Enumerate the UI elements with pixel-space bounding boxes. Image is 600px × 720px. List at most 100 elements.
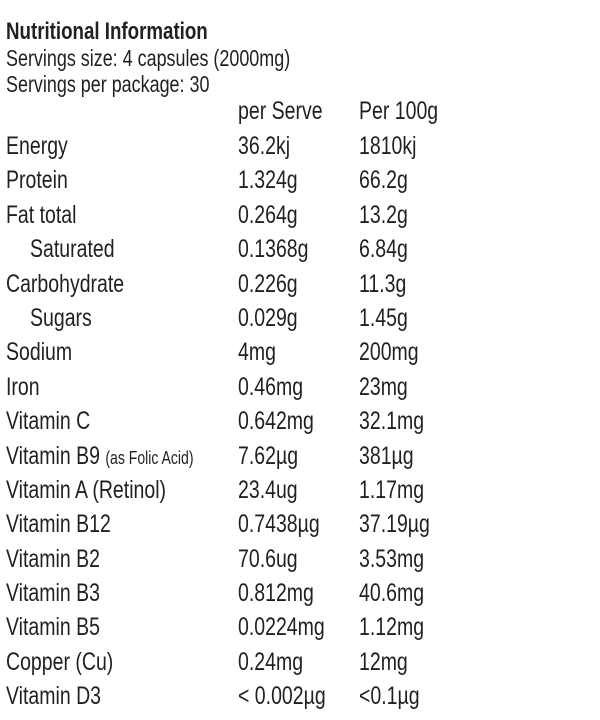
per-100g-value-text: 6.84g	[359, 235, 408, 264]
nutrient-name-text: Vitamin C	[6, 407, 91, 436]
per-100g-value: 11.3g	[359, 267, 420, 301]
nutrient-name-wrap: Protein	[6, 163, 68, 197]
per-serve-value-text: 0.642mg	[238, 407, 314, 436]
per-serve-value: 7.62µg	[238, 439, 315, 473]
nutrient-name-text: Energy	[6, 132, 68, 160]
per-100g-value-text: 23mg	[359, 372, 408, 401]
table-row: Vitamin B3 0.812mg 40.6mg	[0, 576, 600, 610]
per-serve-value: 70.6ug	[238, 542, 314, 576]
nutrient-name-text: Sugars	[30, 303, 92, 332]
per-serve-value-text: 23.4ug	[238, 475, 298, 504]
per-serve-value: 4mg	[238, 335, 287, 369]
nutrient-name-text: Vitamin B3	[6, 579, 100, 608]
nutrient-name-text: Vitamin B9	[6, 441, 100, 470]
nutrient-name-wrap: Vitamin A (Retinol)	[6, 473, 166, 507]
per-100g-value-text: 1.45g	[359, 303, 408, 332]
per-100g-value: 32.1mg	[359, 404, 442, 438]
per-100g-value: <0.1µg	[359, 679, 437, 713]
per-100g-value: 3.53mg	[359, 542, 442, 576]
per-100g-value-text: <0.1µg	[359, 682, 420, 711]
per-100g-value-text: 11.3g	[359, 269, 407, 298]
per-100g-value: 1.45g	[359, 301, 422, 335]
per-100g-value: 23mg	[359, 370, 422, 404]
per-serve-value: 0.029g	[238, 301, 314, 335]
nutrient-note: (as Folic Acid)	[105, 447, 194, 468]
nutrient-name: Energy	[6, 129, 85, 163]
column-header-per-100g: Per 100g	[359, 97, 460, 125]
per-100g-value: 12mg	[359, 645, 422, 679]
table-row: Vitamin C 0.642mg 32.1mg	[0, 404, 600, 438]
panel-title: Nutritional Information	[6, 19, 265, 45]
per-serve-value-text: 4mg	[238, 338, 276, 367]
nutrient-name: Protein	[6, 163, 85, 197]
nutrient-name-wrap: Sodium	[6, 335, 72, 369]
column-header-per-serve: per Serve	[238, 97, 346, 125]
table-row: Sugars 0.029g 1.45g	[0, 301, 600, 335]
table-row: Vitamin B12 0.7438µg 37.19µg	[0, 507, 600, 541]
per-serve-value: 0.264g	[238, 198, 314, 232]
nutrient-name-text: Carbohydrate	[6, 269, 125, 298]
per-serve-value-text: 0.226g	[238, 269, 298, 298]
per-serve-value: 36.2kj	[238, 129, 305, 163]
nutrient-name-wrap: Fat total	[6, 198, 76, 232]
nutrient-name-text: Fat total	[6, 200, 77, 229]
per-serve-value-text: < 0.002µg	[238, 682, 326, 711]
table-row: Carbohydrate 0.226g 11.3g	[0, 267, 600, 301]
nutrition-table: Energy 36.2kj 1810kj Protein 1.324g 66.2g Fat …	[0, 129, 600, 714]
per-serve-value: 1.324g	[238, 163, 314, 197]
nutrient-name: Vitamin B2	[6, 542, 126, 576]
per-100g-value-text: 381µg	[359, 441, 414, 470]
nutrient-name: Vitamin D3	[6, 679, 128, 713]
per-serve-value: 0.7438µg	[238, 507, 343, 541]
nutrient-name: Vitamin C	[6, 404, 114, 438]
per-100g-value: 40.6mg	[359, 576, 442, 610]
per-100g-value: 1810kj	[359, 129, 433, 163]
nutrient-name-text: Vitamin B12	[6, 510, 111, 539]
serving-size: Servings size: 4 capsules (2000mg)	[6, 46, 370, 70]
nutrient-name: Vitamin B3	[6, 576, 126, 610]
per-serve-value: 23.4ug	[238, 473, 314, 507]
per-serve-value-text: 0.24mg	[238, 647, 304, 676]
per-serve-value: 0.642mg	[238, 404, 335, 438]
nutrient-name-wrap: Vitamin B12	[6, 507, 111, 541]
nutrient-name: Sodium	[6, 335, 91, 369]
per-serve-value: < 0.002µg	[238, 679, 350, 713]
per-serve-value-text: 0.0224mg	[238, 613, 325, 642]
nutrient-name-text: Copper (Cu)	[6, 647, 114, 676]
per-100g-value-text: 66.2g	[359, 166, 408, 195]
nutrient-name-wrap: Sugars	[30, 301, 92, 335]
nutrient-name-text: Saturated	[30, 235, 115, 264]
nutrient-name: Fat total	[6, 198, 96, 232]
table-row: Vitamin B9 (as Folic Acid) 7.62µg 381µg	[0, 439, 600, 473]
per-100g-value-text: 1.17mg	[359, 475, 425, 504]
nutrient-name: Vitamin B9 (as Folic Acid)	[6, 439, 246, 475]
nutrient-name-wrap: Vitamin B2	[6, 542, 100, 576]
per-100g-value: 1.12mg	[359, 610, 442, 644]
nutrient-name-wrap: Carbohydrate	[6, 267, 124, 301]
servings-per-package: Servings per package: 30	[6, 72, 267, 96]
nutrient-name-wrap: Energy	[6, 129, 68, 163]
per-100g-value-text: 1.12mg	[359, 613, 425, 642]
per-serve-value-text: 7.62µg	[238, 441, 299, 470]
per-100g-value: 13.2g	[359, 198, 422, 232]
serving-size-text: Servings size: 4 capsules (2000mg)	[6, 45, 291, 71]
per-100g-value: 37.19µg	[359, 507, 450, 541]
per-serve-value-text: 0.812mg	[238, 579, 314, 608]
nutrient-name-text: Vitamin B5	[6, 613, 100, 642]
per-100g-value: 6.84g	[359, 232, 422, 266]
per-100g-value-text: 32.1mg	[359, 407, 425, 436]
column-header-per-serve-text: per Serve	[238, 97, 323, 125]
panel-title-text: Nutritional Information	[6, 18, 208, 45]
per-serve-value: 0.226g	[238, 267, 314, 301]
per-serve-value-text: 0.46mg	[238, 372, 304, 401]
nutrient-name: Carbohydrate	[6, 267, 157, 301]
nutrient-name-text: Protein	[6, 166, 68, 195]
table-row: Vitamin B2 70.6ug 3.53mg	[0, 542, 600, 576]
nutrient-name: Vitamin A (Retinol)	[6, 473, 211, 507]
per-100g-value-text: 13.2g	[359, 200, 408, 229]
per-serve-value: 0.24mg	[238, 645, 321, 679]
nutrient-name-text: Vitamin B2	[6, 544, 100, 573]
table-row: Energy 36.2kj 1810kj	[0, 129, 600, 163]
per-100g-value-text: 37.19µg	[359, 510, 430, 539]
